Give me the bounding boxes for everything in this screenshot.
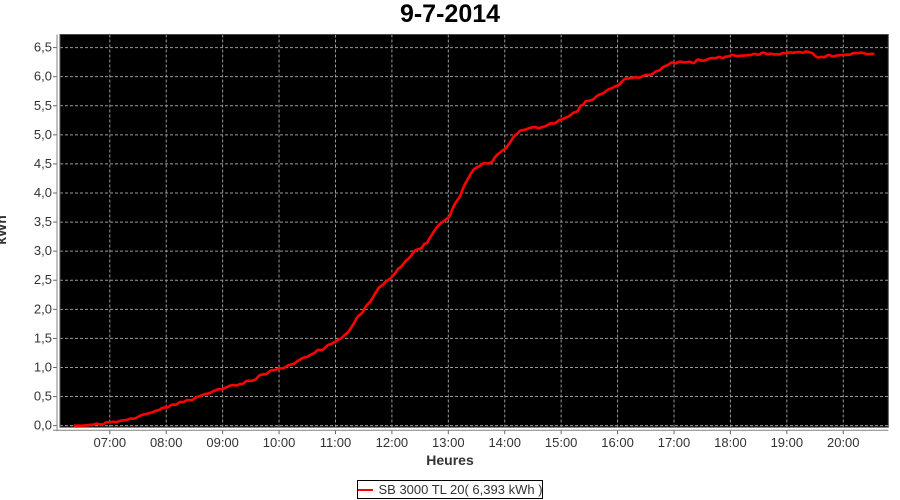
svg-text:0,0: 0,0 — [34, 418, 52, 433]
svg-text:20:00: 20:00 — [827, 435, 860, 450]
svg-text:4,5: 4,5 — [34, 156, 52, 171]
svg-text:16:00: 16:00 — [601, 435, 634, 450]
svg-text:2,0: 2,0 — [34, 301, 52, 316]
svg-text:3,5: 3,5 — [34, 214, 52, 229]
svg-text:6,5: 6,5 — [34, 40, 52, 55]
svg-text:15:00: 15:00 — [545, 435, 578, 450]
svg-text:19:00: 19:00 — [771, 435, 804, 450]
svg-text:12:00: 12:00 — [376, 435, 409, 450]
svg-text:18:00: 18:00 — [714, 435, 747, 450]
svg-text:14:00: 14:00 — [488, 435, 521, 450]
svg-text:4,0: 4,0 — [34, 185, 52, 200]
svg-text:5,0: 5,0 — [34, 127, 52, 142]
svg-text:2,5: 2,5 — [34, 272, 52, 287]
svg-text:17:00: 17:00 — [658, 435, 691, 450]
svg-text:09:00: 09:00 — [206, 435, 239, 450]
svg-text:1,0: 1,0 — [34, 359, 52, 374]
svg-text:13:00: 13:00 — [432, 435, 465, 450]
svg-text:07:00: 07:00 — [94, 435, 127, 450]
svg-text:08:00: 08:00 — [150, 435, 183, 450]
svg-text:6,0: 6,0 — [34, 69, 52, 84]
svg-text:0,5: 0,5 — [34, 389, 52, 404]
svg-text:11:00: 11:00 — [320, 435, 352, 450]
svg-text:5,5: 5,5 — [34, 98, 52, 113]
svg-text:10:00: 10:00 — [263, 435, 296, 450]
svg-text:3,0: 3,0 — [34, 243, 52, 258]
svg-text:1,5: 1,5 — [34, 330, 52, 345]
